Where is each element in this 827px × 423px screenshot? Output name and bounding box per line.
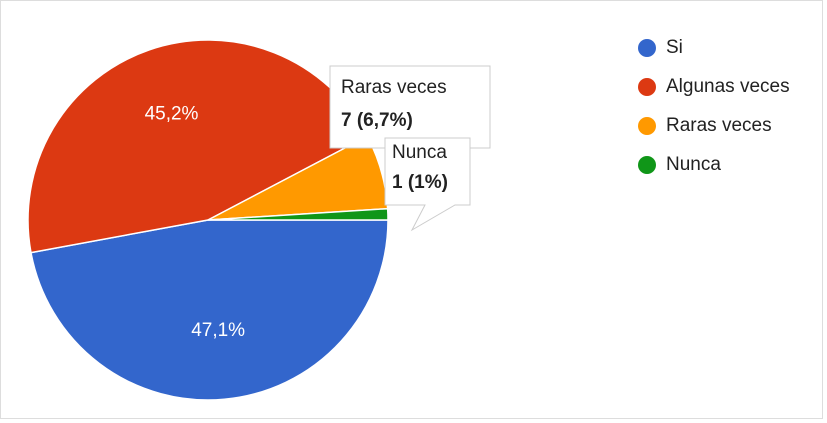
- tooltip-box: [329, 65, 491, 149]
- tooltip-text: 7 (6,7%): [341, 110, 413, 131]
- slice: [207, 207, 389, 221]
- legend-label: Raras veces: [666, 115, 772, 136]
- slice-label: 45,2%: [145, 104, 199, 125]
- legend-swatch: [638, 78, 656, 96]
- legend-label: Algunas veces: [666, 76, 790, 97]
- tooltip-box: [384, 137, 471, 232]
- legend-label: Si: [666, 37, 683, 58]
- legend-swatch: [638, 156, 656, 174]
- pie: 47,1% 45,2%: [27, 39, 389, 401]
- slice: [27, 39, 369, 254]
- legend-swatch: [638, 117, 656, 135]
- legend-swatch: [638, 39, 656, 57]
- tooltip-text: 1 (1%): [392, 172, 448, 193]
- legend-label: Nunca: [666, 154, 721, 175]
- tooltip: Nunca 1 (1%): [384, 137, 471, 232]
- legend: Si Algunas veces Raras veces Nunca: [638, 37, 790, 175]
- tooltip: Raras veces 7 (6,7%): [329, 65, 491, 149]
- tooltip-title: Nunca: [392, 142, 447, 163]
- slice-label: 47,1%: [191, 320, 245, 341]
- slice: [30, 219, 389, 401]
- tooltip-title: Raras veces: [341, 77, 447, 98]
